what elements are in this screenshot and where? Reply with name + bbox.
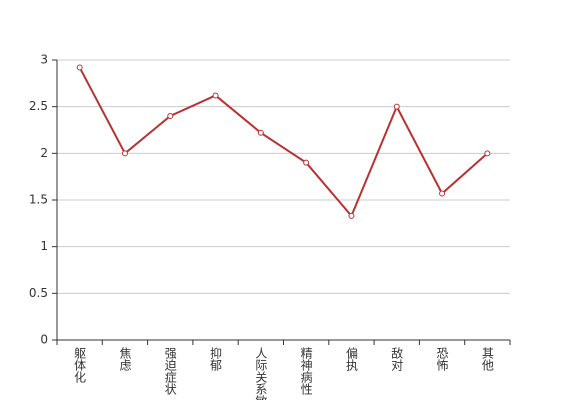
point — [257, 129, 264, 136]
x-tick-label: 抑郁 — [209, 346, 223, 372]
x-tick-label: 精神病性 — [299, 347, 313, 396]
point — [167, 113, 174, 119]
x-tick-label: 人际关系敏感 — [254, 347, 268, 400]
point — [121, 150, 128, 157]
point — [393, 103, 400, 110]
x-tick-label: 焦虑 — [118, 347, 132, 371]
point — [212, 92, 219, 99]
point — [76, 64, 83, 71]
x-tick-label: 其他 — [480, 347, 494, 371]
point — [439, 190, 446, 197]
x-tick-label: 偏执 — [344, 346, 358, 372]
y-tick-label: 3 — [40, 53, 48, 67]
point — [484, 150, 491, 157]
x-tick-label: 强迫症状 — [163, 347, 177, 395]
y-tick-label: 0.5 — [29, 286, 48, 300]
y-tick-label: 1 — [40, 239, 48, 253]
x-tick-label: 恐怖 — [435, 347, 449, 371]
x-tick-label: 躯体化 — [73, 346, 87, 384]
y-tick-label: 1.5 — [29, 193, 48, 207]
x-tick-label: 敌对 — [390, 346, 404, 371]
y-tick-label: 0 — [40, 333, 48, 347]
point — [303, 159, 310, 166]
point — [348, 212, 355, 219]
series-line — [78, 67, 489, 218]
y-tick-label: 2.5 — [29, 99, 48, 113]
y-tick-label: 2 — [40, 146, 48, 160]
